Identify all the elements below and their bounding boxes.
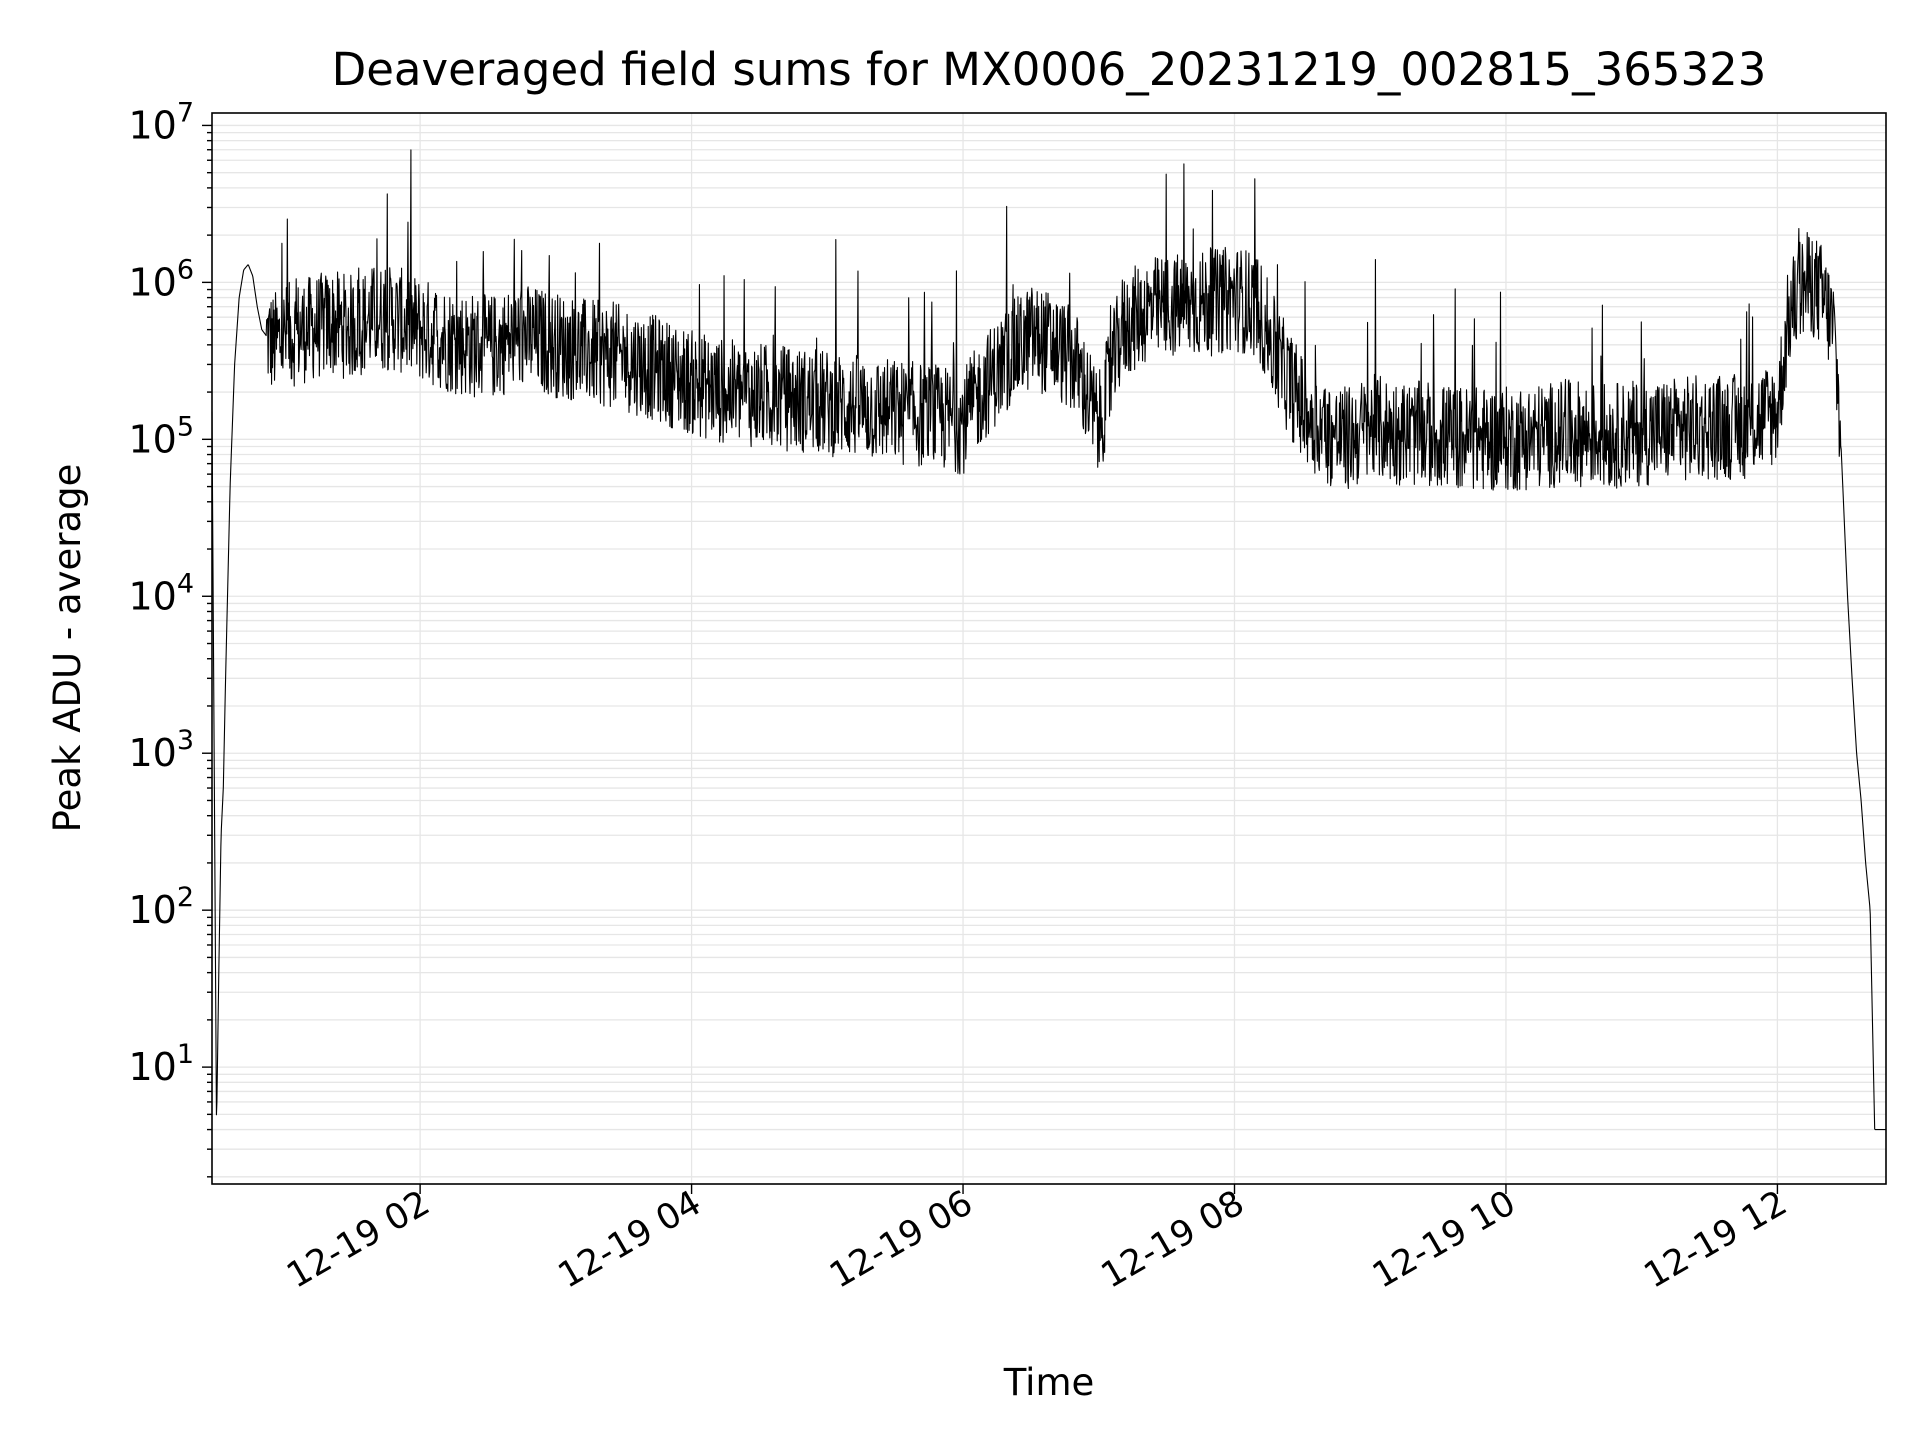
x-tick-label: 12-19 04 <box>552 1183 708 1296</box>
plot-frame <box>211 112 1887 1185</box>
x-tick-label: 12-19 08 <box>1095 1183 1251 1296</box>
chart-title: Deaveraged field sums for MX0006_2023121… <box>332 43 1767 96</box>
y-tick-label: 106 <box>128 254 194 304</box>
plot-area <box>211 149 1887 1131</box>
y-tick-label: 105 <box>128 411 194 461</box>
x-tick-label: 12-19 10 <box>1366 1183 1522 1296</box>
y-tick-label: 107 <box>128 97 194 147</box>
y-tick-label: 104 <box>128 568 194 618</box>
y-tick-label: 103 <box>128 725 194 775</box>
x-axis-label: Time <box>1003 1361 1095 1404</box>
x-tick-label: 12-19 12 <box>1638 1183 1794 1296</box>
axis-ticks: 101 102 103 104 105 106 107 12-19 02 12-19 04 12-… <box>128 97 1793 1296</box>
grid-lines <box>212 113 1886 1184</box>
x-tick-label: 12-19 02 <box>280 1183 436 1296</box>
y-tick-label: 101 <box>128 1039 194 1089</box>
series-line <box>211 149 1887 1131</box>
x-tick-label: 12-19 06 <box>823 1183 979 1296</box>
y-axis-label: Peak ADU - average <box>46 464 89 833</box>
y-tick-label: 102 <box>128 882 194 932</box>
